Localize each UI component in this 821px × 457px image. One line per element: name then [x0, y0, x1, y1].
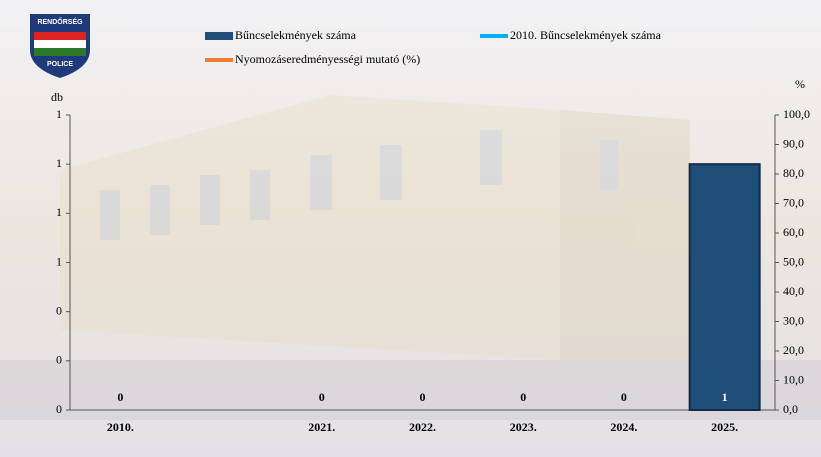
y2-tick-label: 80,0: [783, 166, 804, 180]
y2-tick-label: 50,0: [783, 254, 804, 268]
y-axis-label: db: [51, 90, 63, 104]
legend-label: Nyomozáseredményességi mutató (%): [235, 52, 420, 66]
chart: RENDŐRSÉG POLICE db % 00011110,010,020,0…: [0, 0, 821, 457]
y-tick-label: 0: [56, 402, 62, 416]
y2-tick-label: 10,0: [783, 372, 804, 386]
y-tick-label: 1: [56, 156, 62, 170]
x-tick-label: 2021.: [308, 420, 335, 434]
y2-tick-label: 20,0: [783, 343, 804, 357]
data-label: 0: [117, 390, 123, 404]
y2-tick-label: 90,0: [783, 136, 804, 150]
logo-bottom-text: POLICE: [47, 61, 73, 68]
y2-tick-label: 100,0: [783, 107, 810, 121]
y2-tick-label: 40,0: [783, 284, 804, 298]
data-label: 1: [722, 390, 728, 404]
data-label: 0: [520, 390, 526, 404]
data-label: 0: [420, 390, 426, 404]
y2-tick-label: 0,0: [783, 402, 798, 416]
legend-label: 2010. Bűncselekmények száma: [510, 28, 662, 42]
y2-tick-label: 70,0: [783, 195, 804, 209]
y-tick-label: 1: [56, 107, 62, 121]
y-tick-label: 0: [56, 303, 62, 317]
x-tick-label: 2025.: [711, 420, 738, 434]
data-label: 0: [621, 390, 627, 404]
y-tick-label: 1: [56, 254, 62, 268]
legend-label: Bűncselekmények száma: [235, 28, 357, 42]
x-tick-label: 2023.: [510, 420, 537, 434]
x-tick-label: 2010.: [107, 420, 134, 434]
legend-swatch: [205, 32, 233, 40]
y2-tick-label: 60,0: [783, 225, 804, 239]
y2-axis-label: %: [795, 77, 805, 91]
y-tick-label: 0: [56, 353, 62, 367]
logo-top-text: RENDŐRSÉG: [37, 17, 83, 26]
x-tick-label: 2024.: [610, 420, 637, 434]
y2-tick-label: 30,0: [783, 313, 804, 327]
data-label: 0: [319, 390, 325, 404]
y-tick-label: 1: [56, 205, 62, 219]
bar: [690, 164, 760, 410]
x-tick-label: 2022.: [409, 420, 436, 434]
